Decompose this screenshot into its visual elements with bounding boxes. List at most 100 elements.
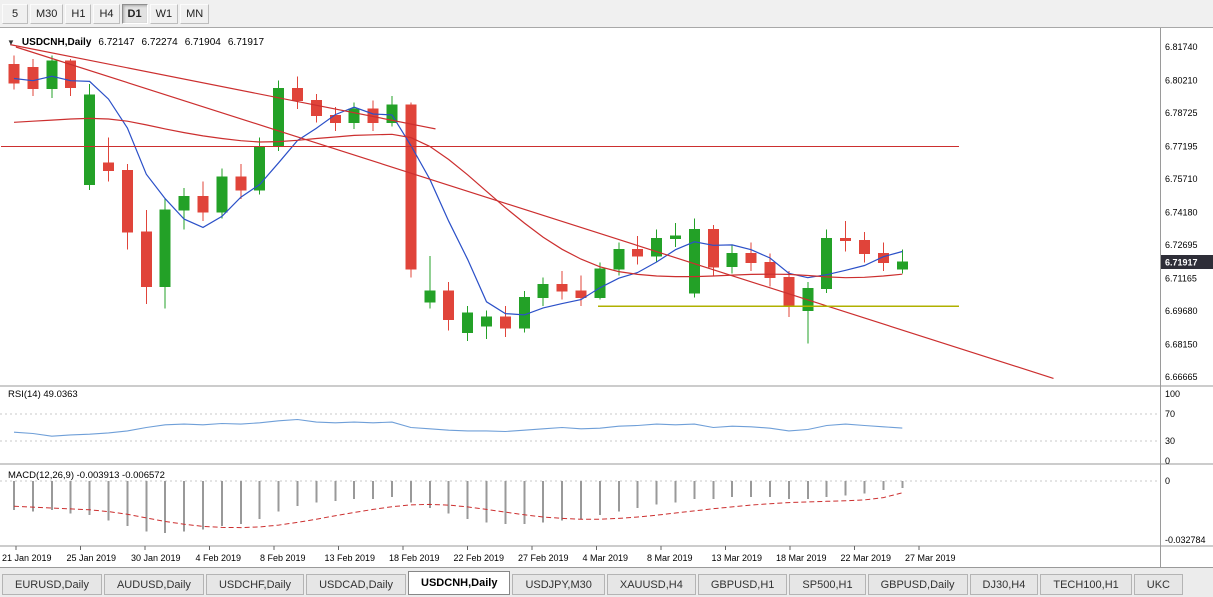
macd-histogram-bar [277,481,280,512]
macd-histogram-bar [69,481,72,514]
macd-histogram-bar [485,481,488,523]
rsi-axis-label: 0 [1165,456,1170,466]
date-label: 22 Mar 2019 [841,553,892,563]
chart-tab-usdchf[interactable]: USDCHF,Daily [205,574,305,595]
macd-histogram-bar [750,481,753,498]
timeframe-button-h1[interactable]: H1 [65,3,92,24]
date-label: 18 Feb 2019 [389,553,440,563]
macd-histogram-bar [882,481,885,490]
macd-histogram-bar [447,481,450,514]
candle-body-up [518,296,530,329]
chart-canvas[interactable]: 6.81740 6.80210 6.78725 6.77195 6.75710 6.741… [0,28,1213,567]
macd-histogram-bar [391,481,393,498]
candle-body-down [764,261,776,279]
candle-body-down [329,115,341,123]
chart-title: ▼ USDCNH,Daily 6.72147 6.72274 6.71904 6… [7,37,264,48]
time-axis-scale[interactable] [0,547,1160,567]
price-axis-scale[interactable] [1160,28,1213,567]
chart-tab-usdcad[interactable]: USDCAD,Daily [306,574,407,595]
price-axis-label: 6.66665 [1165,372,1198,382]
macd-histogram-bar [598,481,601,516]
candle-body-up [688,229,700,294]
rsi-axis-label: 100 [1165,389,1180,399]
macd-histogram-bar [787,481,790,499]
macd-histogram-bar [844,481,847,496]
macd-histogram-bar [466,481,469,519]
chart-tab-dj30[interactable]: DJ30,H4 [969,574,1039,595]
macd-histogram-bar [145,481,148,532]
timeframe-button-5[interactable]: 5 [2,3,28,24]
price-axis-label: 6.77195 [1165,142,1198,152]
descending-trendline-upper[interactable] [10,44,436,130]
descending-trendline-main[interactable] [15,46,1054,379]
rsi-axis-label: 30 [1165,436,1175,446]
candle-body-up [216,176,228,213]
date-label: 22 Feb 2019 [454,553,505,563]
chart-tab-usdcnh[interactable]: USDCNH,Daily [408,571,511,595]
chart-tab-tech100[interactable]: TECH100,H1 [1040,574,1132,595]
date-label: 25 Jan 2019 [67,553,117,563]
chart-tab-audusd[interactable]: AUDUSD,Daily [103,574,204,595]
macd-histogram-bar [693,481,696,499]
collapse-arrow-icon[interactable]: ▼ [7,38,15,47]
macd-histogram-bar [50,481,53,510]
macd-histogram-bar [428,481,431,508]
chart-tab-eurusd[interactable]: EURUSD,Daily [2,574,102,595]
candle-body-up [481,316,492,327]
macd-histogram-bar [13,481,15,510]
timeframe-button-h4[interactable]: H4 [93,3,120,24]
macd-histogram-bar [409,481,412,503]
macd-histogram-bar [712,481,715,499]
candle-body-down [877,253,889,263]
chart-tab-bar: EURUSD,Daily AUDUSD,Daily USDCHF,Daily USDC… [0,567,1213,597]
price-axis-label: 6.78725 [1165,108,1198,118]
chart-tab-usdjpy[interactable]: USDJPY,M30 [512,574,605,595]
chart-tab-gbpusd[interactable]: GBPUSD,H1 [697,574,788,595]
candle-body-up [84,94,96,186]
rsi-axis-label: 70 [1165,409,1175,419]
candle-body-down [65,60,77,88]
macd-histogram-bar [580,481,582,519]
current-price-badge [1161,255,1213,269]
macd-histogram-bar [561,481,564,521]
date-label: 4 Mar 2019 [583,553,629,563]
chart-tab-xauusd[interactable]: XAUUSD,H4 [606,574,696,595]
candle-body-up [462,312,474,333]
quote-low: 6.71904 [184,37,221,48]
candle-body-up [348,108,360,123]
quote-close: 6.71917 [227,37,265,48]
date-label: 30 Jan 2019 [131,553,181,563]
candle-body-down [840,237,852,242]
candle-body-up [594,268,606,298]
candle-body-down [859,240,870,255]
macd-histogram-bar [202,481,204,530]
candle-body-down [235,176,247,191]
quote-high: 6.72274 [141,37,178,48]
price-axis-label: 6.75710 [1165,174,1198,184]
candle-body-up [651,237,663,257]
timeframe-button-m30[interactable]: M30 [30,3,64,24]
chart-tab-sp500[interactable]: SP500,H1 [789,574,866,595]
macd-axis-label: -0.032784 [1165,535,1206,545]
candle-body-down [499,316,511,329]
candle-body-down [310,99,322,117]
macd-histogram-bar [31,481,34,512]
price-axis-label: 6.81740 [1165,42,1198,52]
date-label: 8 Feb 2019 [260,553,306,563]
macd-histogram-bar [504,481,507,525]
chart-tab-ukc[interactable]: UKC [1133,574,1183,595]
price-axis-label: 6.72695 [1165,240,1198,250]
timeframe-button-w1[interactable]: W1 [149,3,179,24]
timeframe-button-mn[interactable]: MN [180,3,210,24]
chart-tab-gbpusd[interactable]: GBPUSD,Daily [867,574,968,595]
timeframe-button-d1[interactable]: D1 [121,3,148,24]
candle-body-down [556,283,568,292]
candle-body-up [670,235,681,239]
macd-histogram-bar [655,481,658,505]
candle-body-down [197,196,209,213]
macd-histogram-bar [769,481,771,498]
quote-open: 6.72147 [98,37,135,48]
date-label: 18 Mar 2019 [776,553,827,563]
macd-histogram-bar [315,481,318,503]
rsi-line [13,418,903,437]
